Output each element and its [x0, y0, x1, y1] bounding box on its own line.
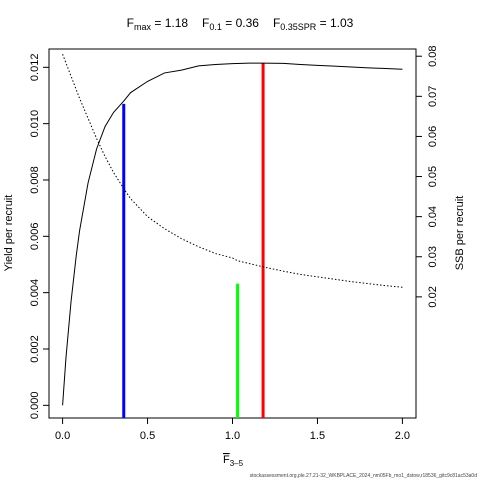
y-left-tick-label: 0.006	[29, 223, 41, 251]
title-fmax-value: = 1.18	[151, 16, 188, 30]
x-axis-label-base: F	[223, 454, 230, 466]
x-axis: 0.0 0.5 1.0 1.5 2.0	[55, 418, 410, 442]
y-right-tick-label: 0.02	[427, 286, 439, 307]
plot-frame	[48, 48, 417, 419]
y-left-tick-label: 0.000	[29, 392, 41, 420]
title-f01-value: = 0.36	[222, 16, 259, 30]
y-left-tick-label: 0.002	[29, 335, 41, 363]
x-tick-label: 0.5	[140, 430, 155, 442]
title-fspr-value: = 1.03	[316, 16, 353, 30]
y-right-tick-label: 0.08	[427, 46, 439, 67]
x-axis-label: F3–5	[223, 454, 244, 468]
y-left-tick-label: 0.012	[29, 54, 41, 82]
y-right-tick-label: 0.03	[427, 246, 439, 267]
chart-title: Fmax = 1.18 F0.1 = 0.36 F0.35SPR = 1.03	[127, 16, 354, 32]
y-left-tick-label: 0.008	[29, 166, 41, 194]
yield-per-recruit-line	[62, 62, 403, 406]
y-left-tick-label: 0.010	[29, 110, 41, 138]
y-right-tick-label: 0.05	[427, 166, 439, 187]
title-fspr-sub: 0.35SPR	[280, 22, 317, 32]
title-fmax-sub: max	[134, 22, 152, 32]
x-tick-label: 0.0	[55, 430, 70, 442]
series-layer	[62, 54, 403, 406]
title-f01-sub: 0.1	[209, 22, 222, 32]
ssb-per-recruit-line	[62, 54, 403, 288]
title-f01-base: F	[202, 16, 209, 30]
y-axis-left: 0.000 0.002 0.004 0.006 0.008 0.010 0.012	[29, 54, 49, 420]
x-tick-label: 1.5	[310, 430, 325, 442]
y-axis-right: 0.02 0.03 0.04 0.05 0.06 0.07 0.08	[416, 46, 439, 308]
y-axis-left-label: Yield per recruit	[3, 195, 15, 272]
y-axis-right-label: SSB per recruit	[454, 196, 466, 271]
title-fspr-base: F	[273, 16, 280, 30]
title-fmax-base: F	[127, 16, 134, 30]
x-tick-label: 1.0	[225, 430, 240, 442]
y-right-tick-label: 0.06	[427, 126, 439, 147]
y-right-tick-label: 0.07	[427, 86, 439, 107]
reference-lines	[122, 63, 265, 418]
y-right-tick-label: 0.04	[427, 206, 439, 227]
y-left-tick-label: 0.004	[29, 279, 41, 307]
source-caption: stockassessment.org,ple.27.21-32_WKBPLAC…	[250, 473, 478, 479]
x-tick-label: 2.0	[395, 430, 410, 442]
x-axis-label-sub: 3–5	[230, 459, 244, 468]
